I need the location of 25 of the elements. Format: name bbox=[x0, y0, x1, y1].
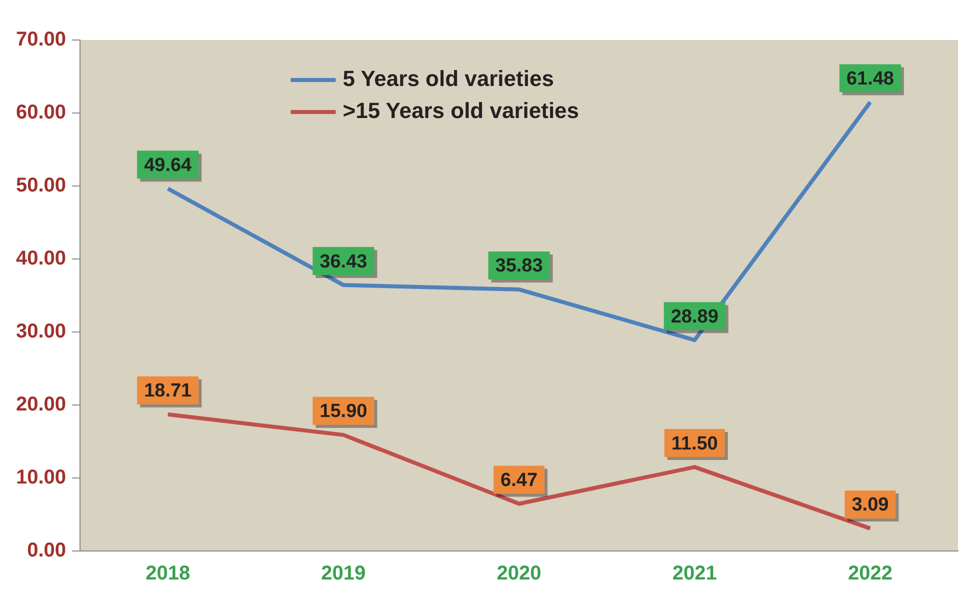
data-label: 36.43 bbox=[320, 251, 368, 272]
data-label: 3.09 bbox=[852, 494, 889, 516]
data-label: 18.71 bbox=[144, 380, 192, 402]
data-label: 49.64 bbox=[144, 154, 192, 176]
x-tick-label: 2021 bbox=[672, 562, 717, 585]
data-label: 35.83 bbox=[495, 256, 543, 277]
data-label: 15.90 bbox=[320, 401, 368, 422]
y-tick-label: 20.00 bbox=[16, 394, 66, 416]
y-tick-label: 30.00 bbox=[16, 320, 66, 343]
y-tick-label: 60.00 bbox=[16, 102, 66, 124]
x-tick-label: 2018 bbox=[146, 562, 190, 585]
y-tick-label: 0.00 bbox=[27, 540, 66, 562]
data-label: 6.47 bbox=[500, 470, 538, 492]
y-tick-label: 50.00 bbox=[16, 174, 66, 197]
y-tick-label: 70.00 bbox=[16, 28, 66, 51]
data-label: 28.89 bbox=[670, 306, 718, 328]
data-label: 11.50 bbox=[671, 433, 718, 454]
x-tick-label: 2020 bbox=[496, 562, 542, 585]
legend-label: >15 Years old varieties bbox=[342, 98, 580, 124]
legend-label: 5 Years old varieties bbox=[342, 66, 554, 92]
y-tick-label: 40.00 bbox=[16, 248, 66, 270]
x-tick-label: 2019 bbox=[321, 562, 366, 585]
data-label: 61.48 bbox=[846, 68, 894, 90]
x-tick-label: 2022 bbox=[848, 562, 892, 585]
y-tick-label: 10.00 bbox=[16, 466, 66, 489]
